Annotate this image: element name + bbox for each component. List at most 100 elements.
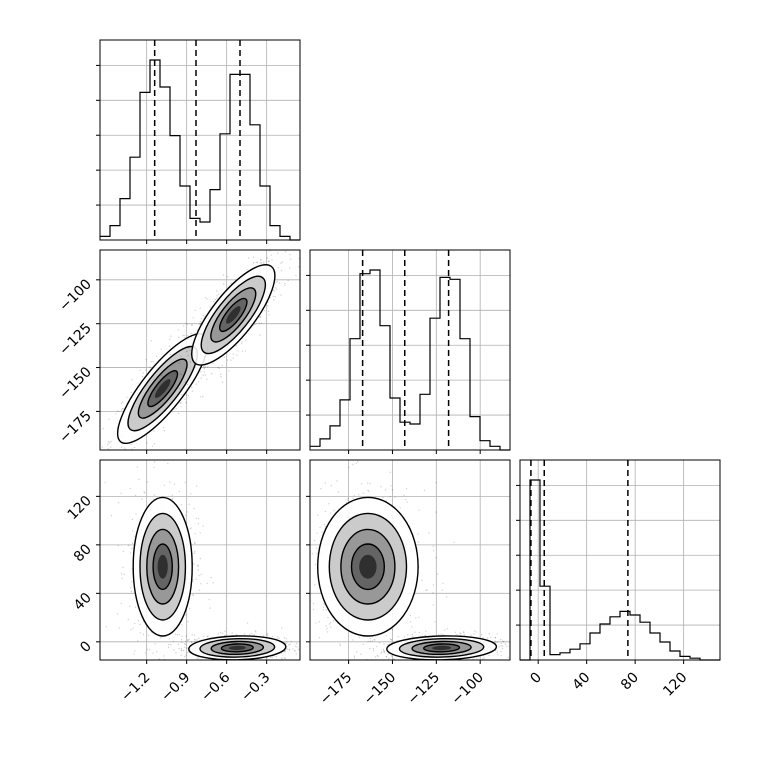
density-2-point xyxy=(490,636,492,638)
density-2-point xyxy=(438,662,439,663)
density-0-point xyxy=(150,361,152,363)
density-1-point xyxy=(191,634,193,636)
density-2-point xyxy=(339,644,342,647)
density-1-point xyxy=(197,569,199,571)
density-2-point xyxy=(463,634,466,636)
density-1-point xyxy=(296,646,298,648)
density-0-point xyxy=(170,335,172,337)
density-2-point xyxy=(432,545,434,547)
density-1-point xyxy=(293,650,296,652)
density-2-point xyxy=(370,667,371,668)
density-2-point xyxy=(463,663,464,664)
density-0-point xyxy=(163,430,166,432)
y-tickmarks-2-1 xyxy=(306,495,310,643)
density-1-point xyxy=(129,605,131,607)
density-1-point xyxy=(235,633,238,636)
density-2-point xyxy=(288,612,289,613)
density-0-point xyxy=(186,383,189,386)
density-0-point xyxy=(88,443,89,444)
density-2-cluster-0-contour-0 xyxy=(317,496,419,637)
density-2-point xyxy=(347,669,348,670)
density-2-point xyxy=(384,489,387,491)
density-2-point xyxy=(516,655,517,656)
density-1-point xyxy=(227,663,228,664)
density-2-point xyxy=(335,661,336,662)
density-1-point xyxy=(208,598,210,601)
density-0-point xyxy=(220,376,222,378)
histogram-panel-0 xyxy=(96,39,301,241)
density-1-point xyxy=(206,635,208,638)
density-1-point xyxy=(175,652,177,654)
density-0-point xyxy=(221,381,224,383)
density-1-point xyxy=(194,640,196,642)
density-1-point xyxy=(210,576,212,579)
density-2-cluster-1-fill-4 xyxy=(432,645,452,651)
density-1-point xyxy=(241,664,242,665)
density-2-point xyxy=(405,498,407,501)
density-2-point xyxy=(473,633,475,635)
density-2-point xyxy=(436,573,439,575)
density-2-point xyxy=(415,617,417,619)
density-2-point xyxy=(418,616,420,618)
density-0-point xyxy=(187,394,190,397)
density-2-point xyxy=(391,489,393,491)
density-2-point xyxy=(390,638,392,641)
density-1-cluster-1-fill-4 xyxy=(228,645,246,651)
density-1-point xyxy=(193,507,195,510)
density-2-point xyxy=(494,640,496,642)
density-0-point xyxy=(108,442,111,444)
density-2-point xyxy=(381,660,382,661)
density-2-point xyxy=(418,509,420,511)
density-0-point xyxy=(203,371,206,373)
density-1-point xyxy=(284,650,286,653)
density-2-point xyxy=(362,643,364,646)
density-2-cluster-0-fill-4 xyxy=(359,554,377,579)
density-2-cluster-0-contour-2 xyxy=(340,528,396,605)
density-1-point xyxy=(266,633,269,635)
density-2-point xyxy=(501,647,504,650)
density-2-point xyxy=(333,509,335,512)
density-0-point xyxy=(135,476,136,477)
density-0-point xyxy=(180,402,182,404)
density-2-point xyxy=(454,663,455,664)
density-2-point xyxy=(482,658,484,660)
density-1-point xyxy=(286,648,288,650)
density-1-point xyxy=(304,657,305,658)
density-1-point xyxy=(132,627,134,629)
density-2-point xyxy=(475,631,477,633)
density-1-point xyxy=(180,639,183,641)
x-axis-param-1: −175 −150 −125 −100 xyxy=(317,660,487,708)
density-0-cluster-1-contour-3 xyxy=(218,297,248,333)
density-1-point xyxy=(200,583,202,585)
density-1-point xyxy=(209,607,211,609)
density-0-point xyxy=(260,262,262,264)
density-1-point xyxy=(295,653,298,655)
density-1-point xyxy=(139,623,141,626)
density-1-point xyxy=(181,624,183,626)
density-2-point xyxy=(326,628,328,630)
density-2-point xyxy=(324,482,327,484)
hist-2-frame xyxy=(519,459,721,661)
density-2-point xyxy=(428,667,429,668)
density-0-point xyxy=(286,246,287,247)
density-1-point xyxy=(153,466,155,469)
density-1-point xyxy=(294,650,297,652)
density-1-point xyxy=(288,649,290,651)
density-0-point xyxy=(270,254,272,256)
density-1-point xyxy=(197,564,199,567)
density-0-point xyxy=(259,316,262,318)
density-2-cluster-0-contour-1 xyxy=(328,512,408,621)
density-2-point xyxy=(483,655,485,657)
density-2-point xyxy=(369,640,371,642)
density-1-point xyxy=(188,638,190,641)
density-0-point xyxy=(182,334,184,337)
density-1-point xyxy=(156,662,157,663)
density-0-point xyxy=(252,262,255,264)
density-2-point xyxy=(576,651,577,652)
density-2-point xyxy=(407,634,409,636)
density-2-point xyxy=(428,532,430,534)
density-1-point xyxy=(129,487,131,490)
density-2-point xyxy=(367,640,369,643)
density-1-point xyxy=(199,663,200,664)
density-2-point xyxy=(425,589,427,592)
